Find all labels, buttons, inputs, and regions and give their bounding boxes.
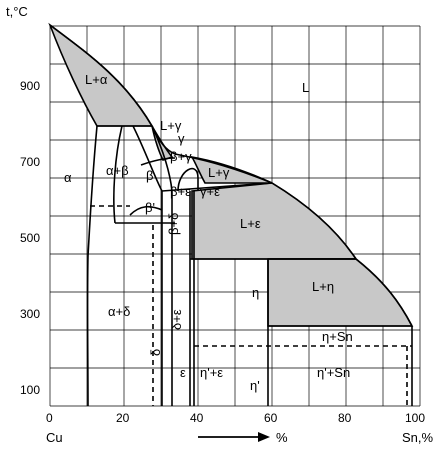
sn-label: Sn,% <box>402 430 434 445</box>
percent-label: % <box>276 430 288 445</box>
beta-gamma-right <box>151 125 173 192</box>
two-phase-regions <box>48 22 414 327</box>
peritectic-586 <box>161 182 273 192</box>
x-tick-100: 100 <box>405 411 425 425</box>
arrow-icon <box>198 432 270 442</box>
alpha-solvus <box>86 125 98 407</box>
label-delta-eps: δ+ε <box>169 309 184 330</box>
label-l-gamma-top: L+γ <box>160 118 182 133</box>
gamma-left <box>140 157 176 166</box>
y-tick-100: 100 <box>20 383 40 397</box>
label-alpha-beta: α+β <box>106 163 129 178</box>
x-tick-0: 0 <box>46 411 53 425</box>
y-tick-700: 700 <box>20 155 40 169</box>
label-beta-gamma: β+γ <box>170 149 192 164</box>
x-tick-60: 60 <box>264 411 278 425</box>
gamma-dome <box>177 167 199 192</box>
label-beta-eps: β+ε <box>170 184 191 199</box>
dashed-boundaries <box>90 205 412 406</box>
phase-boundaries <box>49 24 413 407</box>
y-tick-300: 300 <box>20 307 40 321</box>
y-axis: t,°C 900 700 500 300 100 <box>6 4 40 397</box>
label-delta: δ <box>148 349 163 356</box>
label-etap-sn: η'+Sn <box>317 365 350 380</box>
label-l-gamma: L+γ <box>208 165 230 180</box>
beta-left <box>113 125 123 224</box>
x-tick-80: 80 <box>338 411 352 425</box>
liquidus-line <box>49 24 413 327</box>
y-tick-900: 900 <box>20 79 40 93</box>
label-l-eps: L+ε <box>240 216 261 231</box>
x-tick-20: 20 <box>116 411 130 425</box>
label-eps: ε <box>180 365 186 380</box>
label-beta-prime: β' <box>145 200 155 215</box>
label-beta-delta: β+δ <box>166 213 181 235</box>
cu-label: Cu <box>46 430 63 445</box>
label-beta: β <box>146 168 153 183</box>
beta-prime-boundary <box>129 205 163 216</box>
label-alpha: α <box>64 170 72 185</box>
label-gamma: γ <box>178 131 185 146</box>
x-axis: 0 20 40 60 80 100 Cu % Sn,% <box>46 411 434 445</box>
label-etap-eps: η'+ε <box>200 365 223 380</box>
label-l-eta: L+η <box>312 279 334 294</box>
label-l-alpha: L+α <box>85 72 108 87</box>
label-etap: η' <box>250 378 260 393</box>
label-gamma-eps: γ+ε <box>200 184 220 199</box>
label-alpha-delta: α+δ <box>108 304 130 319</box>
y-axis-title: t,°C <box>6 4 28 19</box>
label-l: L <box>302 80 309 95</box>
label-eta: η <box>252 285 259 300</box>
phase-labels: L L+α L+γ γ β+γ L+γ α α+β β β+ε γ+ε β' β… <box>64 72 353 393</box>
y-tick-500: 500 <box>20 231 40 245</box>
x-tick-40: 40 <box>190 411 204 425</box>
label-eta-sn: η+Sn <box>322 329 353 344</box>
